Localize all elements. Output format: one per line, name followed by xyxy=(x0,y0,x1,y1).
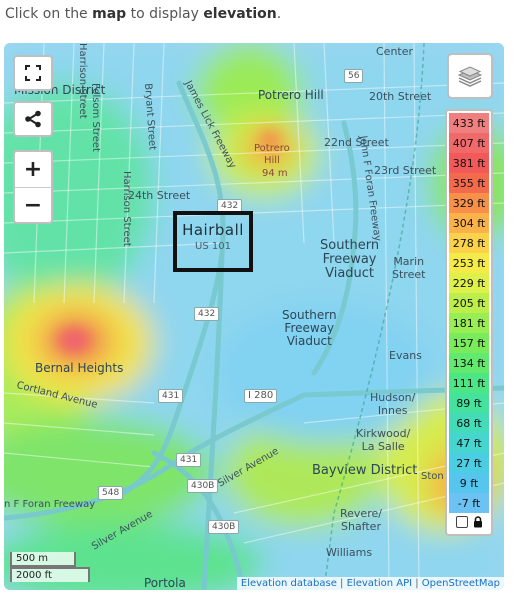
legend-item: 68 ft xyxy=(449,413,489,433)
legend-item: 134 ft xyxy=(449,353,489,373)
label-evans: Evans xyxy=(389,349,422,362)
label-23rd-street: 23rd Street xyxy=(374,164,437,177)
shield-548: 548 xyxy=(98,486,124,500)
fullscreen-icon xyxy=(25,65,41,81)
scale-imperial: 2000 ft xyxy=(10,567,90,582)
label-folsom-street: Folsom Street xyxy=(90,83,101,152)
label-harrison-street-2: Harrison Street xyxy=(121,171,132,247)
label-potrero-hill-elevation: 94 m xyxy=(262,168,288,179)
share-icon xyxy=(25,110,41,128)
label-williams: Williams xyxy=(326,546,373,559)
fullscreen-button[interactable] xyxy=(13,55,53,91)
legend-item: 433 ft xyxy=(449,113,489,133)
legend-item: 253 ft xyxy=(449,253,489,273)
shield-432-b: 432 xyxy=(194,307,220,321)
label-foran-freeway-left: n F Foran Freeway xyxy=(4,499,96,510)
label-hudson-innes: Hudson/ Innes xyxy=(370,391,416,417)
shield-430b-2: 430B xyxy=(208,520,240,534)
legend-item: -7 ft xyxy=(449,493,489,513)
label-revere-shafter: Revere/ Shafter xyxy=(340,507,382,533)
legend-item: 9 ft xyxy=(449,473,489,493)
legend-item: 27 ft xyxy=(449,453,489,473)
legend-item: 157 ft xyxy=(449,333,489,353)
label-ston: Ston xyxy=(421,471,444,482)
hairball-callout: Hairball US 101 xyxy=(173,211,253,272)
scale-metric: 500 m xyxy=(10,552,76,567)
attribution-separator-1: | xyxy=(336,578,347,589)
lock-icon xyxy=(473,516,482,528)
label-potrero-hill: Potrero Hill xyxy=(258,88,324,102)
label-22nd-street: 22nd Street xyxy=(324,136,389,149)
label-potrero-hill-peak: Potrero Hill xyxy=(254,143,290,166)
zoom-control: + − xyxy=(13,150,53,224)
rail-line xyxy=(323,43,425,590)
label-kirkwood-la-salle: Kirkwood/ La Salle xyxy=(356,427,411,453)
shield-56: 56 xyxy=(344,69,364,83)
attribution-openstreetmap-link[interactable]: OpenStreetMap xyxy=(421,578,500,589)
legend-item: 89 ft xyxy=(449,393,489,413)
legend-item: 47 ft xyxy=(449,433,489,453)
callout-title: Hairball xyxy=(182,221,244,239)
attribution-elevation-database-link[interactable]: Elevation database xyxy=(240,578,337,589)
elevation-map[interactable]: Mission District Potrero Hill Potrero Hi… xyxy=(4,43,504,590)
legend-item: 329 ft xyxy=(449,193,489,213)
instruction-prefix: Click on the xyxy=(5,6,93,22)
legend-item: 205 ft xyxy=(449,293,489,313)
label-portola: Portola xyxy=(144,576,186,590)
legend-item: 278 ft xyxy=(449,233,489,253)
label-20th-street: 20th Street xyxy=(369,90,432,103)
label-marin-street: Marin Street xyxy=(392,255,426,281)
attribution-elevation-api-link[interactable]: Elevation API xyxy=(346,578,413,589)
instruction-suffix: . xyxy=(276,6,282,22)
shield-431-b: 431 xyxy=(176,453,202,467)
instruction-middle: to display xyxy=(126,6,204,22)
callout-subtitle: US 101 xyxy=(195,241,231,252)
legend-checkbox[interactable] xyxy=(455,516,468,528)
elevation-peaks xyxy=(58,131,280,352)
label-bernal-heights: Bernal Heights xyxy=(35,361,124,375)
attribution-separator-2: | xyxy=(412,578,422,589)
label-center: Center xyxy=(376,45,414,58)
legend-item: 111 ft xyxy=(449,373,489,393)
legend-item: 181 ft xyxy=(449,313,489,333)
legend-item: 355 ft xyxy=(449,173,489,193)
label-harrison-street: Harrison Street xyxy=(77,43,88,119)
layers-button[interactable] xyxy=(447,53,493,99)
shield-i280: I 280 xyxy=(244,389,278,403)
legend-footer xyxy=(449,513,489,531)
instruction-bold-map: map xyxy=(92,6,127,22)
elevation-legend: 433 ft 407 ft 381 ft 355 ft 329 ft 304 ft 278 … xyxy=(445,109,493,536)
label-24th-street: 24th Street xyxy=(128,189,191,202)
label-bayview-district: Bayview District xyxy=(312,463,418,478)
layers-icon xyxy=(457,66,483,87)
share-button[interactable] xyxy=(13,101,53,137)
instruction-text: Click on the map to display elevation. xyxy=(5,6,281,22)
label-southern-freeway-viaduct: Southern Freeway Viaduct xyxy=(320,238,380,281)
zoom-in-button[interactable]: + xyxy=(15,152,51,188)
label-southern-freeway-viaduct-2: Southern Freeway Viaduct xyxy=(282,308,337,348)
map-attribution: Elevation database | Elevation API | Ope… xyxy=(236,577,504,590)
shield-431-a: 431 xyxy=(158,389,184,403)
zoom-out-button[interactable]: − xyxy=(23,192,43,218)
instruction-bold-elevation: elevation xyxy=(203,6,277,22)
legend-item: 381 ft xyxy=(449,153,489,173)
legend-item: 407 ft xyxy=(449,133,489,153)
map-scale: 500 m 2000 ft xyxy=(10,552,90,582)
legend-item: 304 ft xyxy=(449,213,489,233)
legend-item: 229 ft xyxy=(449,273,489,293)
shield-430b: 430B xyxy=(187,479,219,493)
